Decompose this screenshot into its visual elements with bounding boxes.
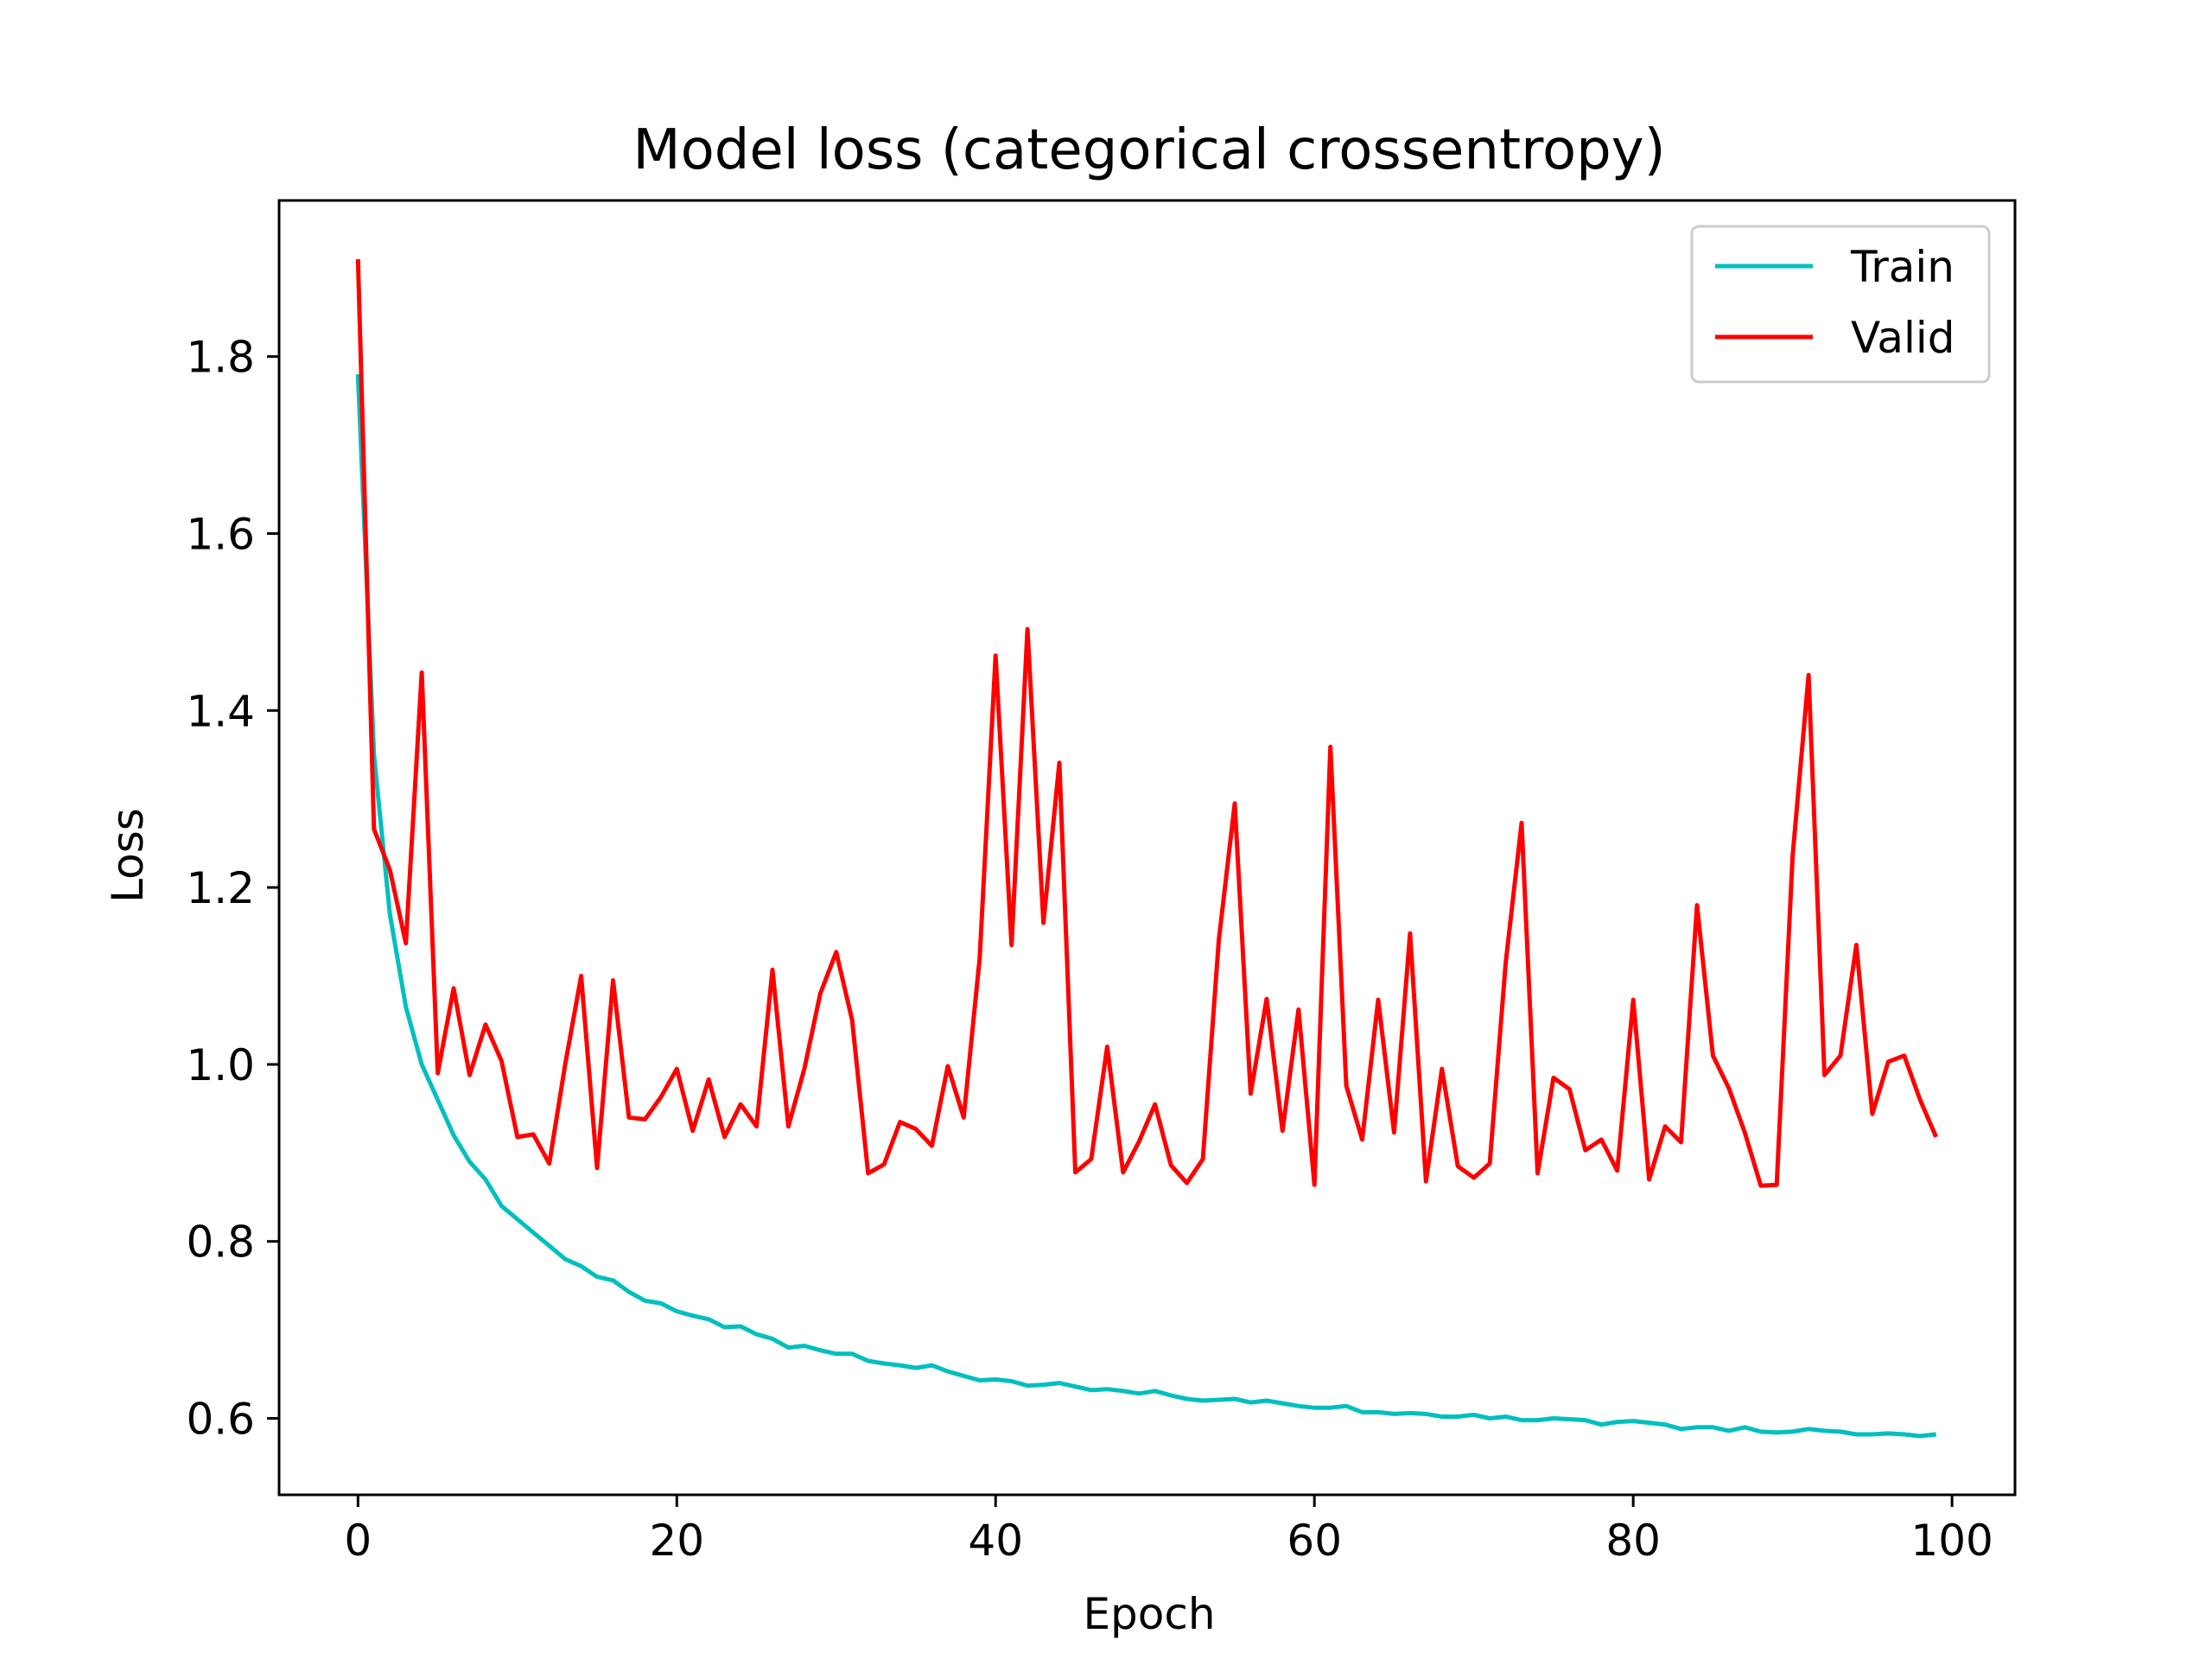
y-tick-label: 0.6 bbox=[186, 1395, 255, 1445]
x-tick-label: 80 bbox=[1605, 1516, 1661, 1566]
legend-valid-label: Valid bbox=[1851, 313, 1955, 363]
plot-frame bbox=[277, 199, 2017, 1497]
plot-area: 0 20 40 60 80 100 0.6 0.8 1.0 1.2 1.4 1.6 1.8 bbox=[186, 199, 2017, 1566]
chart-title: Model loss (categorical crossentropy) bbox=[632, 118, 1665, 182]
y-tick-label: 1.6 bbox=[186, 509, 255, 559]
x-axis-label: Epoch bbox=[1083, 1589, 1215, 1639]
y-tick-label: 1.0 bbox=[186, 1040, 255, 1090]
y-axis-label: Loss bbox=[103, 808, 153, 903]
series-line-valid bbox=[355, 258, 1938, 1188]
x-tick-label: 100 bbox=[1910, 1516, 1993, 1566]
series-line-train bbox=[355, 373, 1936, 1439]
y-tick-label: 1.8 bbox=[186, 333, 255, 383]
y-tick-label: 1.4 bbox=[186, 686, 255, 736]
x-tick-label: 0 bbox=[344, 1516, 372, 1566]
y-tick-label: 0.8 bbox=[186, 1217, 255, 1268]
x-tick-label: 60 bbox=[1287, 1516, 1342, 1566]
legend: Train Valid bbox=[1690, 225, 1991, 384]
legend-train-label: Train bbox=[1850, 242, 1955, 292]
y-tick-label: 1.2 bbox=[186, 863, 255, 913]
x-tick-label: 40 bbox=[968, 1516, 1023, 1566]
x-tick-label: 20 bbox=[649, 1516, 704, 1566]
